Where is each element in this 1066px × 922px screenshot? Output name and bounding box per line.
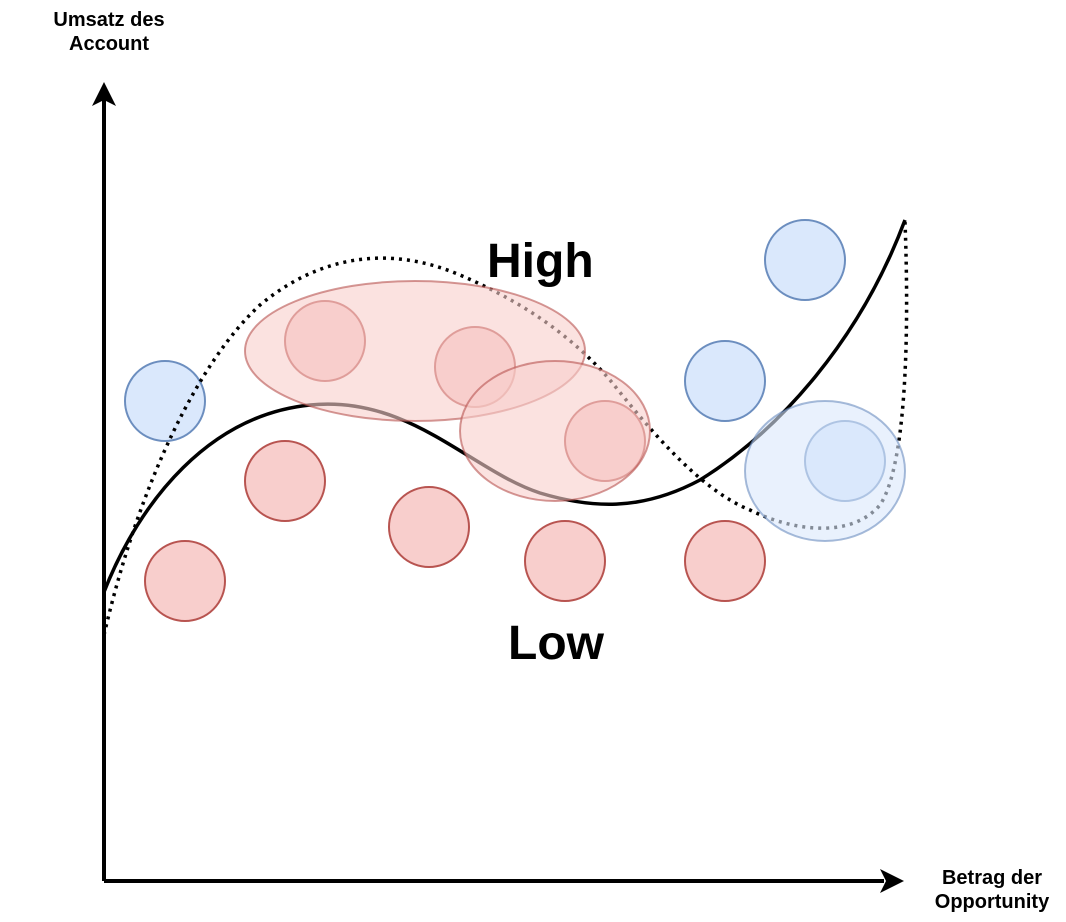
x-axis-label-line2: Opportunity [934, 891, 1050, 913]
high-point [684, 340, 766, 422]
region-label-low: Low [508, 617, 604, 670]
low-point [524, 520, 606, 602]
low-point [244, 440, 326, 522]
x-axis-arrowhead [880, 869, 904, 893]
low-point [684, 520, 766, 602]
y-axis-arrowhead [92, 82, 116, 106]
low-point [144, 540, 226, 622]
y-axis-label-line2: Account [69, 33, 149, 55]
y-axis-label: Umsatz des Account [34, 8, 184, 56]
highlight-ellipse [744, 400, 906, 542]
high-point [124, 360, 206, 442]
y-axis-label-line1: Umsatz des [53, 9, 165, 31]
x-axis-label-line1: Betrag der [941, 867, 1043, 889]
x-axis-label: Betrag der Opportunity [918, 866, 1066, 914]
region-label-high: High [487, 235, 594, 288]
highlight-ellipse [459, 360, 651, 502]
high-point [764, 219, 846, 301]
low-point [388, 486, 470, 568]
